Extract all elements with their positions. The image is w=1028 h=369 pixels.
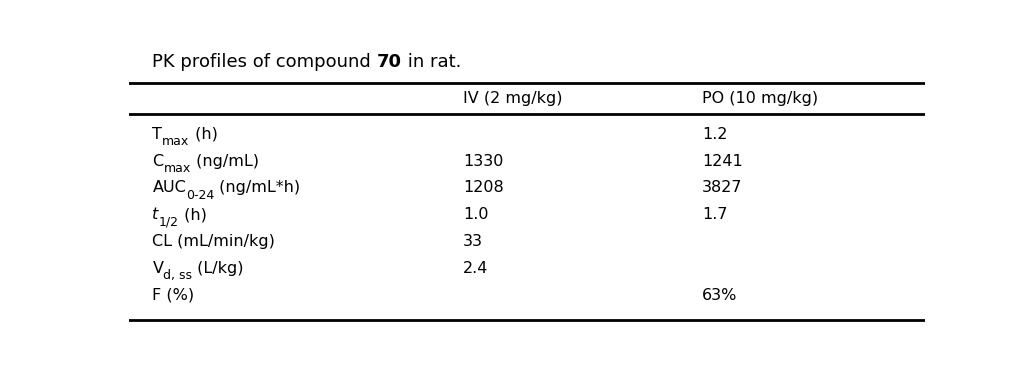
Text: F (%): F (%)	[152, 287, 194, 303]
Text: 1241: 1241	[702, 154, 743, 169]
Text: PO (10 mg/kg): PO (10 mg/kg)	[702, 91, 818, 106]
Text: max: max	[162, 135, 189, 148]
Text: (h): (h)	[179, 207, 207, 222]
Text: 2.4: 2.4	[463, 261, 488, 276]
Text: (ng/mL*h): (ng/mL*h)	[215, 180, 300, 196]
Text: 1.7: 1.7	[702, 207, 728, 222]
Text: V: V	[152, 261, 163, 276]
Text: 33: 33	[463, 234, 483, 249]
Text: IV (2 mg/kg): IV (2 mg/kg)	[463, 91, 562, 106]
Text: (ng/mL): (ng/mL)	[191, 154, 259, 169]
Text: 1.0: 1.0	[463, 207, 488, 222]
Text: T: T	[152, 127, 162, 142]
Text: AUC: AUC	[152, 180, 186, 196]
Text: PK profiles of compound: PK profiles of compound	[152, 53, 377, 71]
Text: 3827: 3827	[702, 180, 742, 196]
Text: 1330: 1330	[463, 154, 504, 169]
Text: 1.2: 1.2	[702, 127, 728, 142]
Text: C: C	[152, 154, 163, 169]
Text: 1208: 1208	[463, 180, 504, 196]
Text: 0-24: 0-24	[186, 189, 215, 201]
Text: max: max	[163, 162, 191, 175]
Text: 63%: 63%	[702, 287, 737, 303]
Text: t: t	[152, 207, 158, 222]
Text: CL (mL/min/kg): CL (mL/min/kg)	[152, 234, 276, 249]
Text: (h): (h)	[189, 127, 217, 142]
Text: (L/kg): (L/kg)	[192, 261, 244, 276]
Text: 1/2: 1/2	[158, 215, 179, 228]
Text: d, ss: d, ss	[163, 269, 192, 282]
Text: 70: 70	[377, 53, 402, 71]
Text: in rat.: in rat.	[402, 53, 462, 71]
